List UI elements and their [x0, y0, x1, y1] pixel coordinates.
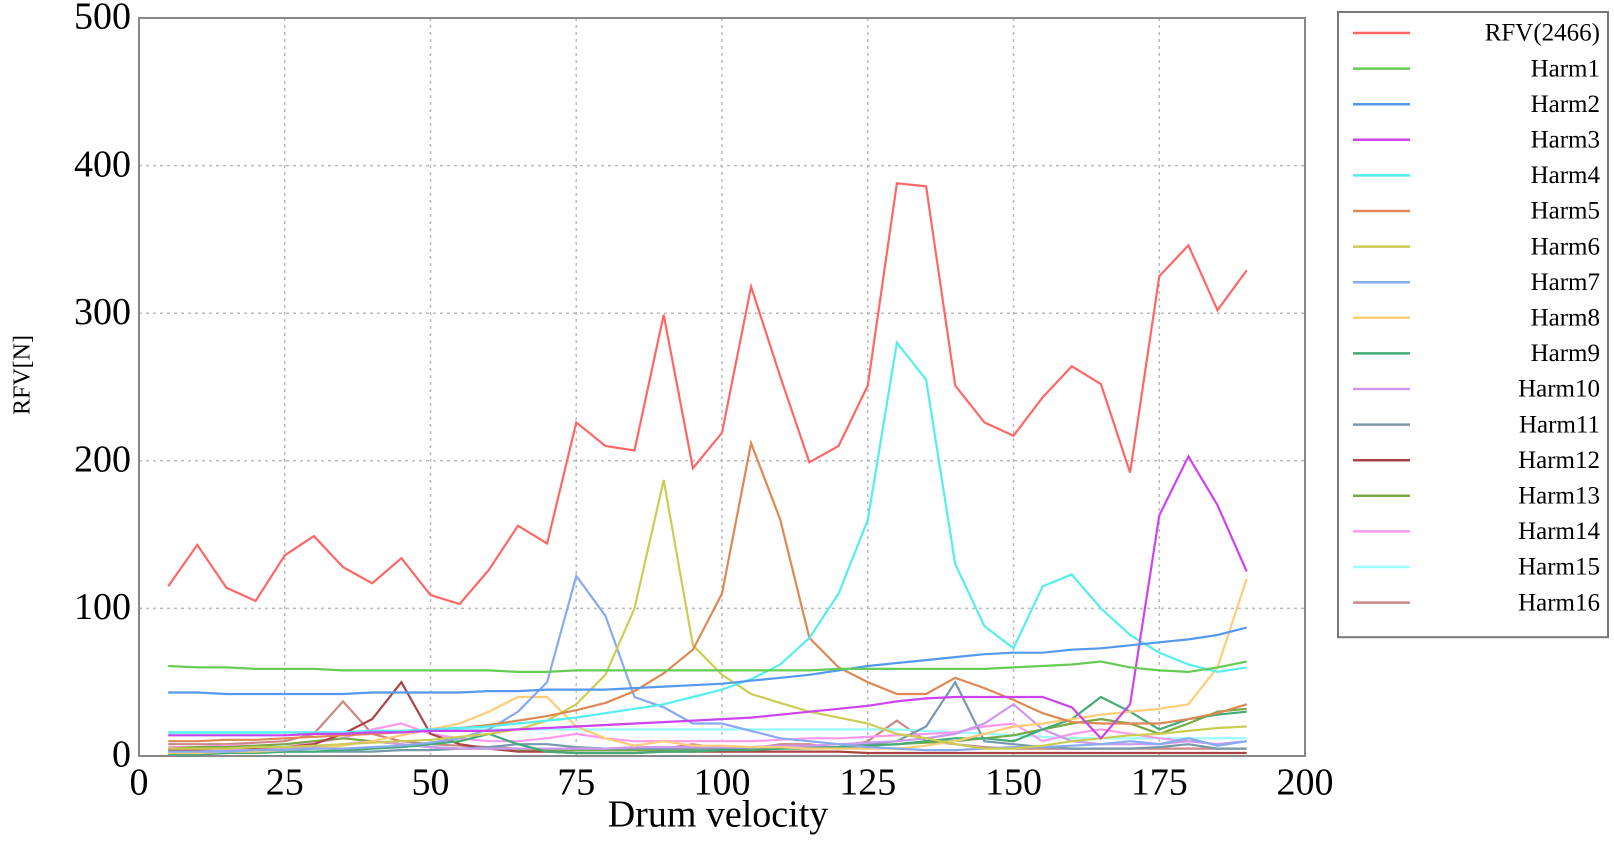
- legend-label: Harm5: [1531, 198, 1600, 225]
- y-tick-label: 400: [74, 143, 131, 185]
- legend-label: Harm8: [1531, 305, 1600, 332]
- series-line: [167, 182, 1248, 606]
- x-tick-label: 50: [412, 762, 450, 804]
- plot-frame: [138, 17, 1306, 757]
- y-tick-label: 300: [74, 291, 131, 333]
- x-tick-label: 100: [694, 762, 751, 804]
- series-line: [168, 722, 1247, 749]
- legend-label: RFV(2466): [1485, 20, 1600, 47]
- x-tick-label: 0: [130, 762, 149, 804]
- legend-label: Harm3: [1531, 127, 1600, 154]
- series-line: [168, 439, 1248, 743]
- legend-label: Harm1: [1531, 55, 1600, 82]
- series-line: [168, 573, 1247, 753]
- x-tick-label: 125: [839, 762, 896, 804]
- legend-label: Harm11: [1519, 411, 1600, 438]
- x-tick-label: 75: [557, 762, 595, 804]
- x-tick-label: 200: [1277, 762, 1334, 804]
- series-line: [168, 660, 1247, 674]
- x-axis-label: Drum velocity: [608, 794, 829, 836]
- series-line: [168, 454, 1248, 740]
- legend-label: Harm6: [1531, 233, 1600, 260]
- legend-label: Harm7: [1531, 269, 1600, 296]
- series-line: [168, 340, 1247, 734]
- x-tick-label: 175: [1131, 762, 1188, 804]
- legend-label: Harm12: [1518, 447, 1600, 474]
- legend-label: Harm14: [1518, 518, 1600, 545]
- y-tick-label: 0: [112, 734, 131, 776]
- series-line: [168, 479, 1247, 750]
- y-tick-label: 200: [74, 439, 131, 481]
- y-tick-label: 500: [74, 0, 131, 38]
- x-tick-label: 25: [266, 762, 304, 804]
- legend-label: Harm10: [1518, 376, 1600, 403]
- legend-label: Harm4: [1531, 162, 1601, 189]
- y-axis-label: RFV[N]: [10, 335, 36, 415]
- series-line: [168, 578, 1248, 755]
- legend-label: Harm16: [1518, 589, 1600, 616]
- legend-label: Harm9: [1531, 340, 1600, 367]
- series-line: [168, 626, 1247, 696]
- legend-label: Harm13: [1518, 483, 1600, 510]
- legend-box: [1337, 11, 1609, 639]
- x-tick-label: 150: [985, 762, 1042, 804]
- series-line: [168, 679, 1247, 755]
- y-tick-label: 100: [74, 586, 131, 628]
- legend-label: Harm15: [1518, 554, 1600, 581]
- legend-label: Harm2: [1531, 91, 1600, 118]
